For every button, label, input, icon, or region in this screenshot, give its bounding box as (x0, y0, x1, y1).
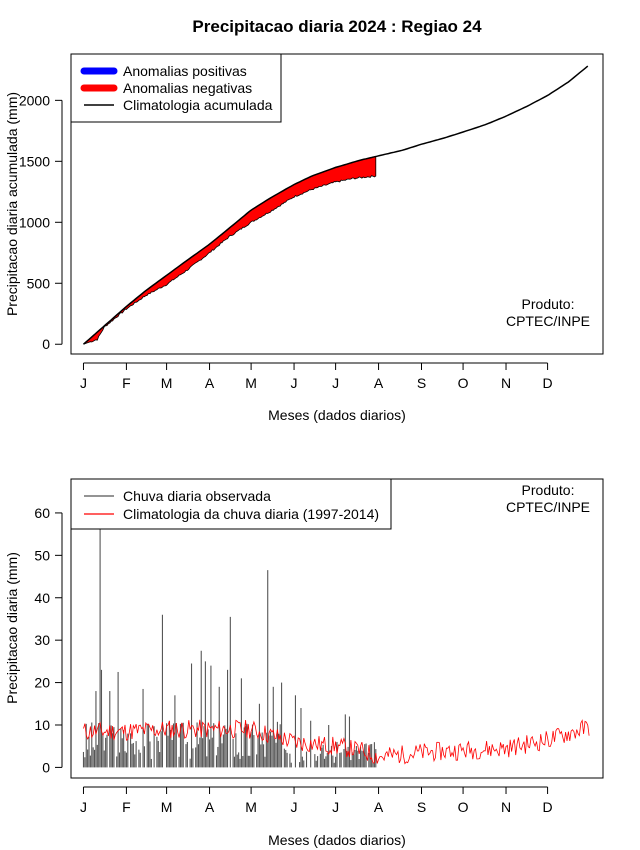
credit-line1-bottom: Produto: (522, 482, 575, 498)
top-y-tick-label: 1000 (19, 214, 50, 230)
y-axis-bottom: 0 10 20 30 40 50 60 (34, 505, 62, 775)
top-y-tick-label: 0 (42, 336, 50, 352)
legend-label-observed: Chuva diaria observada (123, 488, 271, 504)
bottom-x-tick-label: A (205, 799, 215, 815)
bottom-y-tick-label: 60 (34, 505, 50, 521)
legend-label-climatology-daily: Climatologia da chuva diaria (1997-2014) (123, 506, 379, 522)
bottom-y-tick-label: 0 (42, 759, 50, 775)
top-x-tick-label: M (245, 375, 257, 391)
bottom-y-tick-label: 30 (34, 632, 50, 648)
bottom-x-tick-label: N (501, 799, 511, 815)
legend-label-positive: Anomalias positivas (123, 63, 247, 79)
bottom-y-tick-label: 10 (34, 717, 50, 733)
anomaly-area-group (84, 157, 376, 345)
chart-title: Precipitacao diaria 2024 : Regiao 24 (192, 17, 482, 36)
y-axis-top: 0 500 1000 1500 2000 (19, 92, 62, 352)
credit-line2-bottom: CPTEC/INPE (506, 499, 590, 515)
bottom-y-tick-label: 20 (34, 675, 50, 691)
top-x-tick-label: J (80, 375, 87, 391)
bottom-x-tick-label: S (417, 799, 426, 815)
top-x-tick-label: J (332, 375, 339, 391)
top-y-tick-label: 500 (27, 275, 51, 291)
bottom-x-tick-label: J (80, 799, 87, 815)
top-x-tick-label: M (161, 375, 173, 391)
top-x-tick-label: J (291, 375, 298, 391)
top-x-tick-label: O (458, 375, 469, 391)
bottom-y-tick-label: 50 (34, 547, 50, 563)
daily-panel: 0 10 20 30 40 50 60 J F M A M J J A S O N D Meses (dados … (4, 479, 603, 848)
observed-bars-group (83, 526, 375, 768)
credit-line2-top: CPTEC/INPE (506, 313, 590, 329)
y-axis-label-bottom: Precipitacao diaria (mm) (4, 552, 20, 704)
legend-bottom: Chuva diaria observada Climatologia da c… (71, 479, 391, 529)
top-y-tick-label: 1500 (19, 153, 50, 169)
negative-anomaly-area (84, 157, 376, 345)
bottom-x-tick-label: A (374, 799, 384, 815)
legend-label-climatology: Climatologia acumulada (123, 97, 273, 113)
bottom-x-tick-label: M (161, 799, 173, 815)
top-x-tick-label: A (374, 375, 384, 391)
top-y-tick-label: 2000 (19, 92, 50, 108)
bottom-x-tick-label: J (332, 799, 339, 815)
top-x-tick-label: D (543, 375, 553, 391)
bottom-x-tick-label: M (245, 799, 257, 815)
legend-top: Anomalias positivas Anomalias negativas … (71, 54, 281, 122)
accumulated-panel: 0 500 1000 1500 2000 J F M A M J J A S O N D Meses (dad… (4, 54, 603, 423)
x-axis-label-top: Meses (dados diarios) (268, 407, 406, 423)
credit-line1-top: Produto: (522, 296, 575, 312)
bottom-x-tick-label: O (458, 799, 469, 815)
top-x-tick-label: N (501, 375, 511, 391)
x-axis-label-bottom: Meses (dados diarios) (268, 832, 406, 848)
top-x-tick-label: A (205, 375, 215, 391)
bottom-y-tick-label: 40 (34, 590, 50, 606)
bottom-x-tick-label: J (291, 799, 298, 815)
figure: Precipitacao diaria 2024 : Regiao 24 0 50… (0, 0, 640, 850)
legend-label-negative: Anomalias negativas (123, 80, 252, 96)
bottom-x-tick-label: D (543, 799, 553, 815)
bottom-x-tick-label: F (122, 799, 131, 815)
top-x-tick-label: F (122, 375, 131, 391)
top-x-tick-label: S (417, 375, 426, 391)
y-axis-label-top: Precipitacao diaria acumulada (mm) (4, 92, 20, 316)
